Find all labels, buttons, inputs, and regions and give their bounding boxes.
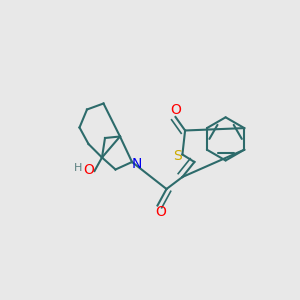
Text: O: O — [170, 103, 181, 116]
Text: O: O — [155, 205, 166, 218]
Text: O: O — [83, 163, 94, 176]
Text: H: H — [74, 163, 82, 173]
Text: S: S — [172, 149, 182, 163]
Text: N: N — [131, 157, 142, 170]
